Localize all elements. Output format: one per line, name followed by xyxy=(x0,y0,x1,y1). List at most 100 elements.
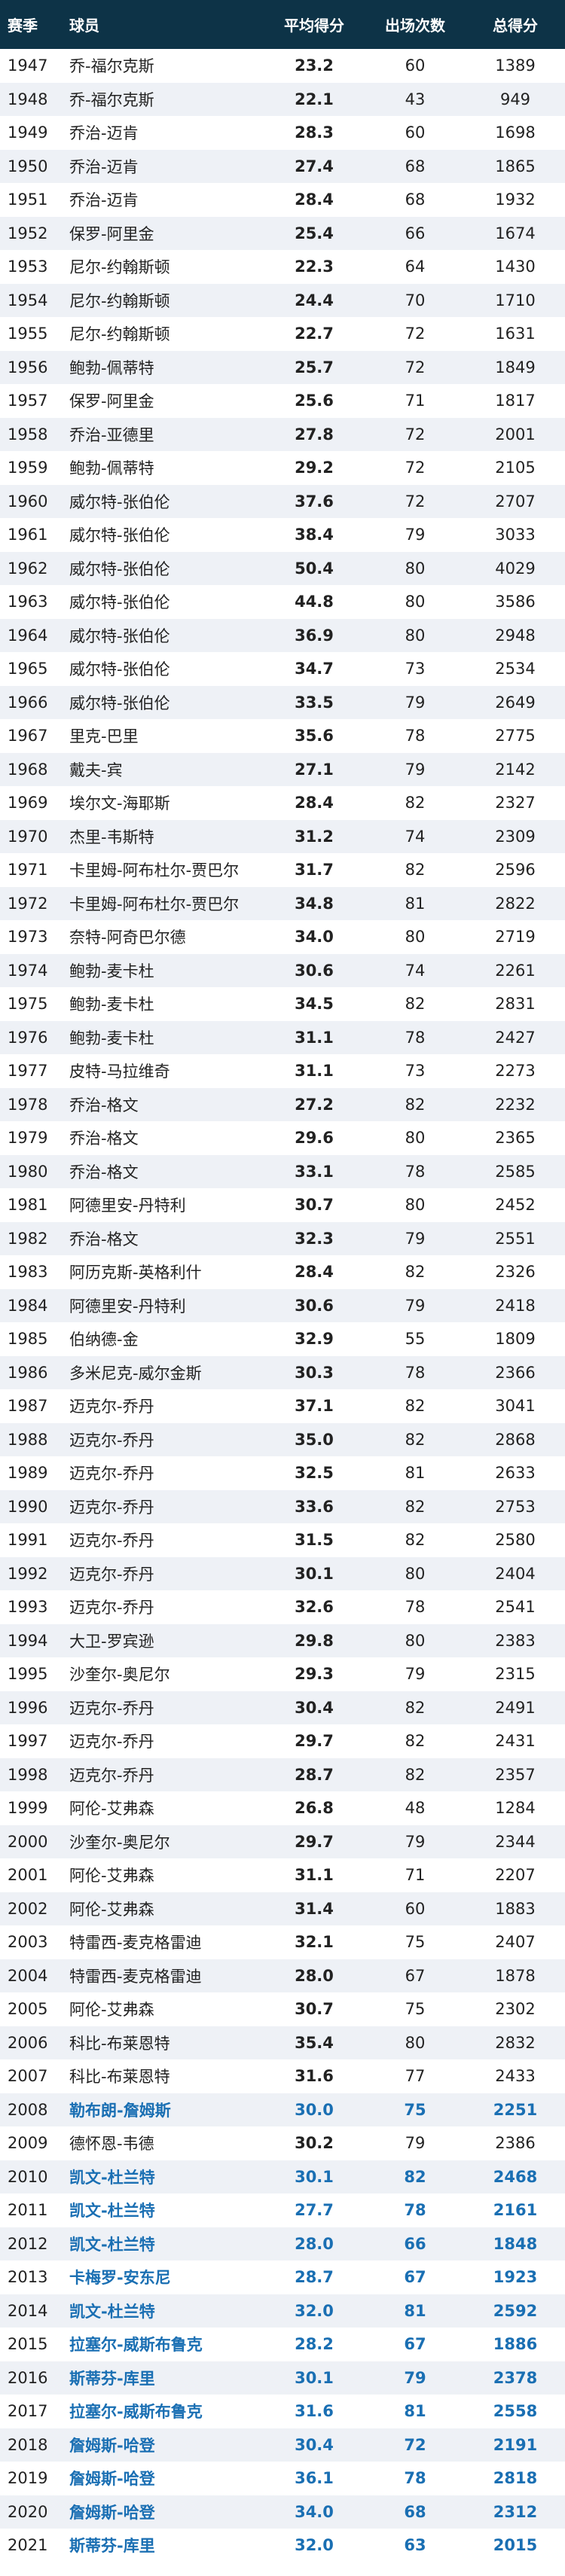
table-row: 2021 斯蒂芬-库里 32.0 63 2015 xyxy=(0,2529,565,2562)
cell-ppg: 22.3 xyxy=(264,250,365,284)
cell-season: 1970 xyxy=(0,819,62,853)
cell-player: 詹姆斯-哈登 xyxy=(62,2495,264,2529)
cell-season: 2000 xyxy=(0,1825,62,1858)
table-row: 1947 乔-福尔克斯 23.2 60 1389 xyxy=(0,49,565,83)
cell-points: 2468 xyxy=(466,2160,565,2193)
table-row: 2018 詹姆斯-哈登 30.4 72 2191 xyxy=(0,2428,565,2462)
table-row: 1995 沙奎尔-奥尼尔 29.3 79 2315 xyxy=(0,1657,565,1691)
table-row: 2015 拉塞尔-威斯布鲁克 28.2 67 1886 xyxy=(0,2328,565,2361)
table-header: 赛季 球员 平均得分 出场次数 总得分 xyxy=(0,0,565,49)
table-row: 1984 阿德里安-丹特利 30.6 79 2418 xyxy=(0,1288,565,1322)
table-row: 1991 迈克尔-乔丹 31.5 82 2580 xyxy=(0,1523,565,1557)
cell-ppg: 28.3 xyxy=(264,116,365,150)
cell-games: 80 xyxy=(365,1121,466,1155)
cell-player: 阿伦-艾弗森 xyxy=(62,1892,264,1925)
cell-ppg: 34.5 xyxy=(264,987,365,1021)
cell-points: 2753 xyxy=(466,1489,565,1523)
cell-season: 1951 xyxy=(0,183,62,217)
cell-ppg: 27.8 xyxy=(264,417,365,451)
cell-games: 68 xyxy=(365,149,466,183)
cell-player: 凯文-杜兰特 xyxy=(62,2227,264,2260)
cell-ppg: 22.7 xyxy=(264,317,365,351)
cell-points: 2261 xyxy=(466,953,565,987)
cell-games: 80 xyxy=(365,2026,466,2059)
table-row: 2007 科比-布莱恩特 31.6 77 2433 xyxy=(0,2059,565,2093)
cell-season: 1984 xyxy=(0,1288,62,1322)
cell-games: 73 xyxy=(365,652,466,686)
cell-player: 卡里姆-阿布杜尔-贾巴尔 xyxy=(62,886,264,920)
cell-points: 1698 xyxy=(466,116,565,150)
cell-season: 1949 xyxy=(0,116,62,150)
cell-ppg: 31.1 xyxy=(264,1858,365,1892)
cell-season: 1975 xyxy=(0,987,62,1021)
cell-games: 80 xyxy=(365,1188,466,1222)
cell-ppg: 22.1 xyxy=(264,82,365,116)
cell-season: 2007 xyxy=(0,2059,62,2093)
cell-player: 迈克尔-乔丹 xyxy=(62,1523,264,1557)
cell-ppg: 32.1 xyxy=(264,1925,365,1959)
cell-games: 72 xyxy=(365,350,466,384)
cell-games: 72 xyxy=(365,451,466,485)
cell-player: 拉塞尔-威斯布鲁克 xyxy=(62,2395,264,2428)
cell-games: 82 xyxy=(365,1255,466,1289)
cell-games: 82 xyxy=(365,1422,466,1456)
cell-player: 迈克尔-乔丹 xyxy=(62,1590,264,1624)
cell-player: 威尔特-张伯伦 xyxy=(62,685,264,719)
cell-points: 2431 xyxy=(466,1724,565,1758)
cell-games: 70 xyxy=(365,283,466,317)
cell-points: 2585 xyxy=(466,1154,565,1188)
cell-games: 81 xyxy=(365,886,466,920)
table-row: 1964 威尔特-张伯伦 36.9 80 2948 xyxy=(0,618,565,652)
cell-season: 2010 xyxy=(0,2160,62,2193)
cell-season: 1967 xyxy=(0,719,62,753)
table-row: 2004 特雷西-麦克格雷迪 28.0 67 1878 xyxy=(0,1959,565,1992)
cell-games: 82 xyxy=(365,987,466,1021)
cell-player: 勒布朗-詹姆斯 xyxy=(62,2093,264,2126)
cell-ppg: 27.7 xyxy=(264,2193,365,2227)
cell-player: 凯文-杜兰特 xyxy=(62,2193,264,2227)
cell-games: 72 xyxy=(365,484,466,518)
table-row: 1949 乔治-迈肯 28.3 60 1698 xyxy=(0,116,565,150)
cell-points: 3033 xyxy=(466,518,565,552)
cell-points: 2775 xyxy=(466,719,565,753)
cell-player: 乔治-格文 xyxy=(62,1154,264,1188)
table-row: 2011 凯文-杜兰特 27.7 78 2161 xyxy=(0,2193,565,2227)
cell-player: 乔-福尔克斯 xyxy=(62,49,264,83)
cell-player: 斯蒂芬-库里 xyxy=(62,2529,264,2562)
cell-season: 1991 xyxy=(0,1523,62,1557)
cell-points: 2251 xyxy=(466,2093,565,2126)
cell-player: 保罗-阿里金 xyxy=(62,384,264,418)
table-row: 1963 威尔特-张伯伦 44.8 80 3586 xyxy=(0,585,565,619)
cell-season: 1966 xyxy=(0,685,62,719)
cell-games: 79 xyxy=(365,752,466,786)
cell-season: 1957 xyxy=(0,384,62,418)
table-row: 2008 勒布朗-詹姆斯 30.0 75 2251 xyxy=(0,2093,565,2126)
table-row: 1954 尼尔-约翰斯顿 24.4 70 1710 xyxy=(0,283,565,317)
table-row: 2009 德怀恩-韦德 30.2 79 2386 xyxy=(0,2126,565,2160)
cell-season: 1965 xyxy=(0,652,62,686)
cell-points: 2433 xyxy=(466,2059,565,2093)
cell-ppg: 29.2 xyxy=(264,451,365,485)
cell-season: 1978 xyxy=(0,1087,62,1121)
cell-player: 威尔特-张伯伦 xyxy=(62,585,264,619)
cell-ppg: 34.8 xyxy=(264,886,365,920)
cell-season: 1981 xyxy=(0,1188,62,1222)
cell-season: 1959 xyxy=(0,451,62,485)
cell-points: 2649 xyxy=(466,685,565,719)
cell-points: 2001 xyxy=(466,417,565,451)
cell-season: 1994 xyxy=(0,1623,62,1657)
cell-player: 阿德里安-丹特利 xyxy=(62,1188,264,1222)
cell-ppg: 34.0 xyxy=(264,2495,365,2529)
table-body: 1947 乔-福尔克斯 23.2 60 1389 1948 乔-福尔克斯 22.1 43 949 1… xyxy=(0,49,565,2562)
cell-ppg: 30.0 xyxy=(264,2093,365,2126)
table-row: 1957 保罗-阿里金 25.6 71 1817 xyxy=(0,384,565,418)
cell-points: 2366 xyxy=(466,1355,565,1389)
header-points: 总得分 xyxy=(466,0,565,49)
cell-points: 2427 xyxy=(466,1020,565,1054)
cell-points: 2315 xyxy=(466,1657,565,1691)
cell-player: 特雷西-麦克格雷迪 xyxy=(62,1925,264,1959)
cell-points: 2534 xyxy=(466,652,565,686)
cell-season: 2019 xyxy=(0,2462,62,2495)
table-row: 1958 乔治-亚德里 27.8 72 2001 xyxy=(0,417,565,451)
cell-points: 2948 xyxy=(466,618,565,652)
